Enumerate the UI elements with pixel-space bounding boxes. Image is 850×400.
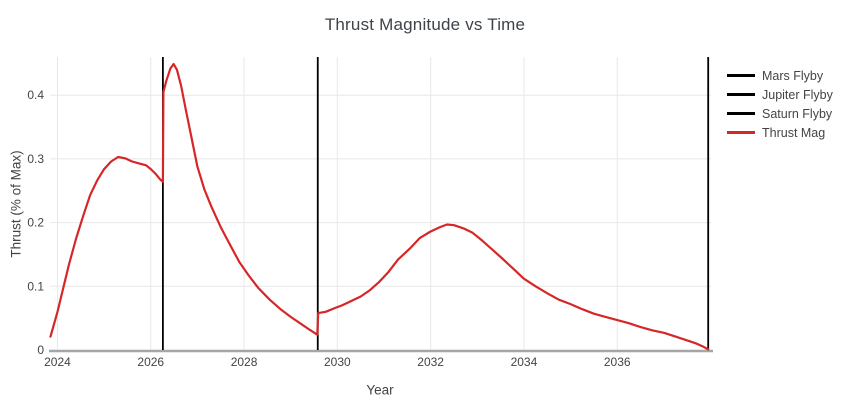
x-tick-label: 2030 <box>324 355 351 369</box>
y-tick-label: 0.3 <box>27 152 44 166</box>
legend-label: Saturn Flyby <box>762 106 833 121</box>
x-tick-label: 2036 <box>604 355 631 369</box>
y-tick-label: 0.4 <box>27 88 44 102</box>
y-tick-label: 0.1 <box>27 279 44 293</box>
y-tick-label: 0 <box>37 343 44 357</box>
y-tick-label: 0.2 <box>27 216 44 230</box>
legend-item-mars-flyby[interactable]: Mars Flyby <box>727 66 833 85</box>
x-tick-label: 2032 <box>417 355 444 369</box>
legend-label: Thrust Mag <box>762 125 826 140</box>
legend: Mars Flyby Jupiter Flyby Saturn Flyby Thrus… <box>727 66 833 142</box>
chart-title: Thrust Magnitude vs Time <box>324 15 526 34</box>
legend-item-jupiter-flyby[interactable]: Jupiter Flyby <box>727 85 833 104</box>
legend-line-sample <box>727 74 755 77</box>
x-tick-label: 2034 <box>511 355 538 369</box>
legend-line-sample <box>727 93 755 96</box>
legend-item-saturn-flyby[interactable]: Saturn Flyby <box>727 104 833 123</box>
legend-label: Jupiter Flyby <box>762 87 833 102</box>
x-tick-label: 2024 <box>44 355 71 369</box>
x-axis-title: Year <box>366 382 394 398</box>
thrust-mag-line <box>49 62 710 351</box>
x-tick-label: 2028 <box>231 355 258 369</box>
y-axis-title: Thrust (% of Max) <box>8 150 24 258</box>
legend-item-thrust-mag[interactable]: Thrust Mag <box>727 123 833 142</box>
legend-line-sample <box>727 112 755 115</box>
legend-label: Mars Flyby <box>762 68 824 83</box>
x-tick-label: 2026 <box>137 355 164 369</box>
legend-line-sample <box>727 131 755 134</box>
